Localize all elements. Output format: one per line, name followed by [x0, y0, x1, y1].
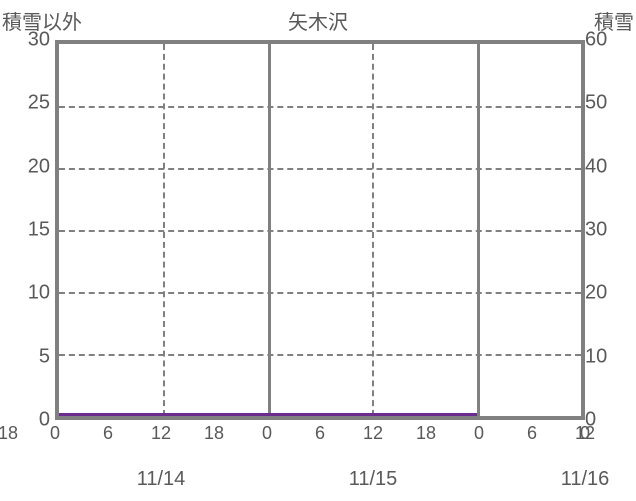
x-axis-date-labels: 11/14 11/15 11/16 — [55, 468, 585, 498]
right-axis-ticks: 60 50 40 30 20 10 0 — [585, 40, 636, 420]
plot-area — [55, 40, 585, 420]
gridline-vertical-day-boundary — [268, 44, 271, 416]
gridline-horizontal — [59, 230, 581, 232]
chart-title: 矢木沢 — [0, 6, 636, 35]
gridline-horizontal — [59, 354, 581, 356]
gridline-vertical-dashed — [581, 44, 583, 416]
chart-root: 積雪以外 矢木沢 積雪 30 25 20 15 10 5 0 60 50 40 … — [0, 0, 636, 501]
left-axis-ticks: 30 25 20 15 10 5 0 — [0, 40, 50, 420]
gridline-vertical-dashed — [372, 44, 374, 416]
gridline-horizontal — [59, 106, 581, 108]
gridline-horizontal — [59, 292, 581, 294]
gridline-horizontal — [59, 168, 581, 170]
x-axis-hour-ticks: 0 6 12 18 0 6 12 18 0 6 12 — [55, 423, 585, 448]
x-axis-trailing-hour: 18 — [0, 423, 18, 444]
snow-data-line — [59, 413, 477, 416]
gridline-vertical-dashed — [163, 44, 165, 416]
x-axis-trailing-zero: 0 — [580, 423, 590, 444]
gridline-vertical-day-boundary — [477, 44, 480, 416]
